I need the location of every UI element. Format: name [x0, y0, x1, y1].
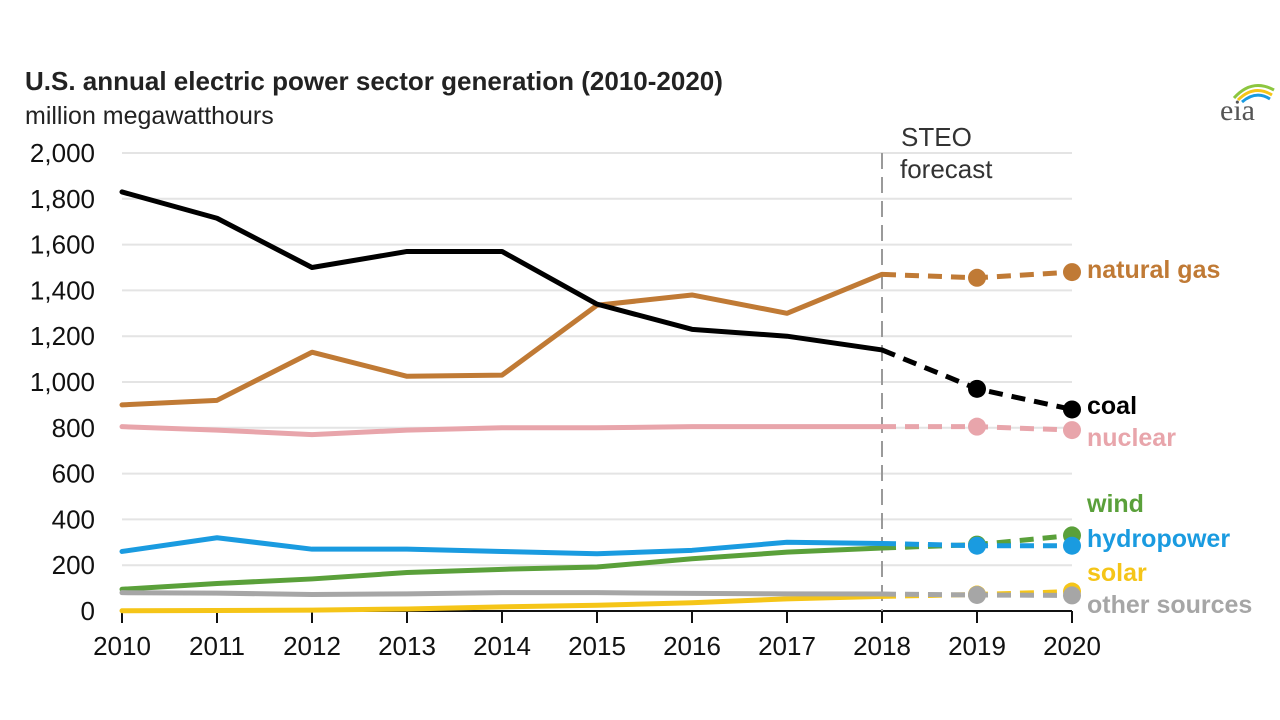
forecast-point-other-sources: [1063, 586, 1081, 605]
y-tick-label: 0: [81, 596, 95, 626]
series-label-other-sources: other sources: [1087, 591, 1252, 619]
y-tick-label: 800: [52, 413, 95, 443]
forecast-point-natural-gas: [1063, 263, 1081, 282]
series-label-nuclear: nuclear: [1087, 424, 1176, 452]
x-tick-label: 2013: [378, 631, 436, 661]
y-tick-label: 1,200: [30, 321, 95, 351]
chart-title: U.S. annual electric power sector genera…: [25, 66, 723, 96]
forecast-point-nuclear: [968, 417, 986, 436]
x-tick-label: 2020: [1043, 631, 1101, 661]
x-tick-label: 2018: [853, 631, 911, 661]
y-axis: 0 200 400 600 800 1,000 1,200 1,400 1,600 1,800 2,…: [30, 138, 95, 626]
x-tick-label: 2012: [283, 631, 341, 661]
forecast-marker: STEO forecast: [881, 122, 993, 611]
x-tick-label: 2015: [568, 631, 626, 661]
x-axis: 2010 2011 2012 2013 2014 2015 2016 2017 2018 2019…: [93, 610, 1101, 661]
series-label-solar: solar: [1087, 559, 1147, 587]
y-tick-label: 1,600: [30, 230, 95, 260]
x-tick-label: 2014: [473, 631, 531, 661]
series-forecast-coal: [881, 347, 1073, 412]
forecast-annotation-line1: STEO: [901, 122, 972, 152]
series-line-hydropower: [119, 535, 885, 557]
forecast-point-coal: [1063, 400, 1081, 419]
forecast-point-hydropower: [1063, 536, 1081, 555]
series-line-solar: [119, 593, 885, 614]
series-line-nuclear: [119, 424, 885, 438]
forecast-point-coal: [968, 379, 986, 398]
gridlines: [122, 152, 1072, 567]
y-axis-unit-label: million megawatthours: [25, 102, 274, 130]
forecast-point-nuclear: [1063, 421, 1081, 440]
y-tick-label: 400: [52, 504, 95, 534]
series-label-coal: coal: [1087, 392, 1137, 420]
y-tick-label: 1,400: [30, 275, 95, 305]
x-tick-label: 2010: [93, 631, 151, 661]
y-tick-label: 600: [52, 459, 95, 489]
forecast-point-hydropower: [968, 536, 986, 555]
series-label-natural-gas: natural gas: [1087, 256, 1220, 284]
series-lines: [119, 189, 1081, 614]
logo-arc-green: [1232, 84, 1275, 100]
logo-arc-yellow: [1236, 89, 1273, 102]
logo-arc-blue: [1241, 93, 1271, 104]
forecast-annotation-line2: forecast: [900, 154, 993, 184]
forecast-point-other-sources: [968, 585, 986, 604]
x-tick-label: 2016: [663, 631, 721, 661]
series-label-hydropower: hydropower: [1087, 525, 1230, 553]
eia-logo: eia: [1220, 84, 1275, 126]
series-labels: natural gas coal nuclear wind hydropower sola…: [1086, 256, 1252, 619]
series-label-wind: wind: [1086, 490, 1144, 518]
forecast-point-natural-gas: [968, 268, 986, 287]
y-tick-label: 1,000: [30, 367, 95, 397]
series-line-wind: [119, 545, 885, 592]
x-tick-label: 2011: [189, 631, 245, 661]
x-tick-label: 2017: [758, 631, 816, 661]
y-tick-label: 200: [52, 550, 95, 580]
y-tick-label: 2,000: [30, 138, 95, 168]
x-tick-label: 2019: [948, 631, 1006, 661]
series-line-coal: [119, 189, 885, 353]
series-line-other-sources: [119, 590, 885, 598]
y-tick-label: 1,800: [30, 184, 95, 214]
logo-text: eia: [1220, 94, 1255, 126]
series-line-natural-gas: [119, 271, 885, 408]
